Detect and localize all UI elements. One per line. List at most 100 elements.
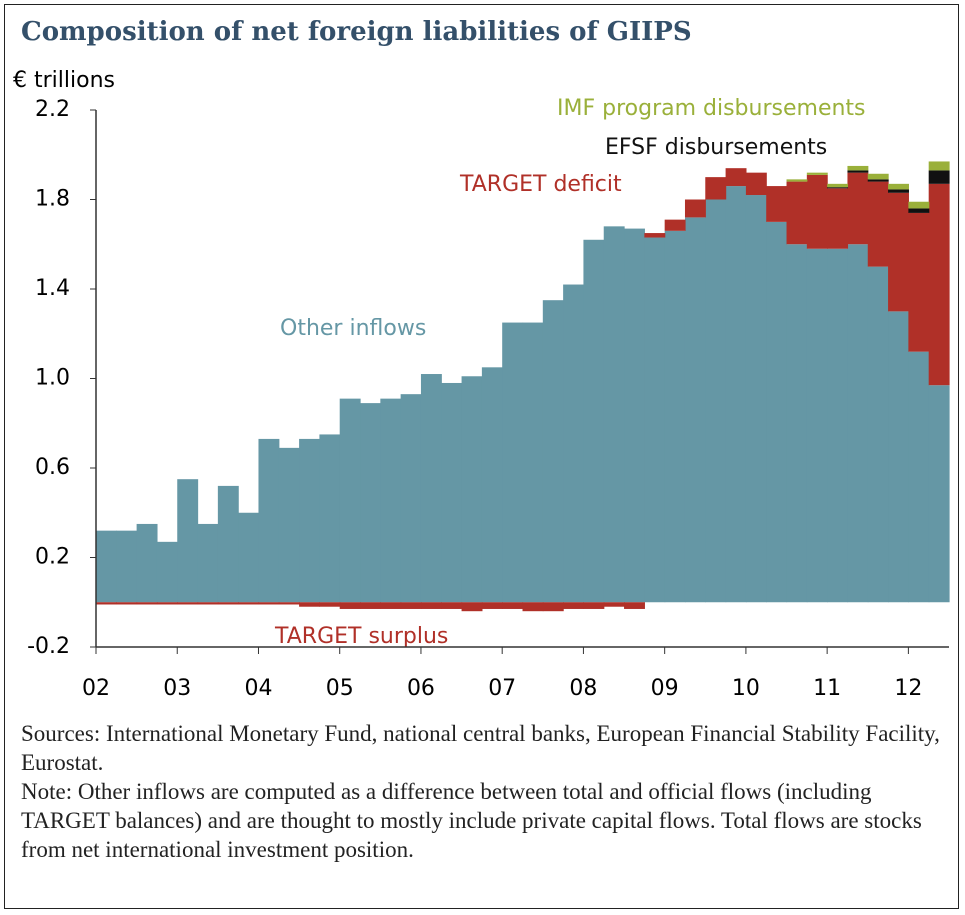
- bar-segment: [908, 212, 930, 352]
- bar-segment: [380, 398, 402, 603]
- series-label: EFSF disbursements: [605, 135, 827, 160]
- y-tick-label: 1.4: [35, 276, 70, 301]
- bar-segment: [542, 300, 564, 603]
- bar-segment: [806, 248, 828, 603]
- bar-segment: [197, 523, 219, 603]
- bar-segment: [786, 181, 808, 245]
- bar-segment: [827, 183, 849, 188]
- x-tick-label: 09: [651, 676, 679, 701]
- bar-segment: [888, 311, 909, 603]
- bar-segment: [806, 172, 828, 175]
- bar-segment: [400, 394, 422, 603]
- bar-segment: [217, 485, 239, 603]
- bar-segment: [745, 195, 767, 603]
- bar-segment: [786, 244, 808, 603]
- bar-segment: [380, 602, 402, 609]
- bar-segment: [522, 322, 544, 603]
- x-tick-label: 03: [163, 676, 191, 701]
- bar-segment: [400, 602, 422, 609]
- bar-segment: [238, 512, 260, 603]
- y-tick-label: 1.8: [35, 187, 70, 212]
- bar-segment: [461, 376, 483, 603]
- x-tick-label: 04: [244, 676, 272, 701]
- y-axis-label: € trillions: [13, 68, 115, 93]
- bar-segment: [197, 602, 219, 605]
- bar-segment: [725, 186, 747, 603]
- bar-segment: [360, 403, 381, 603]
- bar-segment: [258, 438, 280, 603]
- bar-segment: [339, 602, 361, 609]
- notes: Sources: International Monetary Fund, na…: [21, 719, 941, 864]
- bar-segment: [705, 199, 727, 603]
- bar-segment: [420, 374, 442, 603]
- bar-segment: [339, 398, 361, 603]
- bar-segment: [96, 530, 117, 603]
- bar-segment: [502, 322, 524, 603]
- bar-segment: [644, 237, 666, 603]
- bar-segment: [928, 385, 950, 603]
- bar-segment: [766, 221, 788, 603]
- bar-segment: [603, 226, 625, 603]
- x-tick-label: 10: [732, 676, 760, 701]
- bar-segment: [684, 217, 706, 603]
- x-tick-label: 12: [894, 676, 922, 701]
- bar-segment: [299, 602, 321, 607]
- x-tick-label: 02: [82, 676, 110, 701]
- bar-segment: [847, 244, 869, 603]
- bar-segment: [481, 367, 503, 603]
- bar-segment: [786, 179, 808, 182]
- bar-segment: [867, 173, 889, 180]
- bar-segment: [725, 168, 747, 187]
- bar-segment: [360, 602, 381, 609]
- y-tick-label: -0.2: [27, 634, 70, 659]
- bar-segment: [624, 228, 645, 603]
- y-tick-label: 2.2: [35, 97, 70, 122]
- bar-segment: [644, 233, 666, 238]
- bar-segment: [583, 239, 605, 603]
- bar-segment: [684, 199, 706, 218]
- series-label: TARGET deficit: [459, 172, 622, 197]
- frame: € trillions Other inflows TARGET deficit EF…: [4, 4, 959, 909]
- bar-segment: [217, 602, 239, 605]
- bar-segment: [319, 434, 341, 603]
- bar-segment: [177, 602, 199, 605]
- chart: € trillions Other inflows TARGET deficit EF…: [13, 68, 950, 701]
- bar-segment: [502, 602, 524, 609]
- bar-segment: [928, 183, 950, 386]
- bar-segment: [806, 174, 828, 249]
- bar-segment: [299, 438, 321, 603]
- y-tick-label: 1.0: [35, 366, 70, 391]
- series-label: TARGET surplus: [274, 624, 448, 649]
- x-tick-label: 06: [407, 676, 435, 701]
- bar-segment: [664, 230, 686, 603]
- note: Note: Other inflows are computed as a di…: [21, 779, 922, 862]
- bar-segment: [116, 530, 138, 603]
- bar-segment: [847, 172, 869, 245]
- bar-segment: [278, 447, 300, 603]
- bar-segment: [624, 602, 645, 609]
- x-tick-label: 08: [569, 676, 597, 701]
- bar-segment: [136, 523, 158, 603]
- bar-segment: [745, 172, 767, 196]
- bar-segment: [908, 351, 930, 603]
- y-tick-label: 0.6: [35, 455, 70, 480]
- x-tick-label: 11: [813, 676, 841, 701]
- bar-segment: [867, 181, 889, 267]
- bar-segment: [908, 208, 930, 213]
- bar-segment: [583, 602, 605, 609]
- bar-segment: [177, 479, 199, 603]
- bar-segment: [928, 170, 950, 184]
- bar-segment: [847, 170, 869, 173]
- bar-segment: [481, 602, 503, 609]
- sources: Sources: International Monetary Fund, na…: [21, 721, 940, 775]
- bar-segment: [867, 266, 889, 603]
- bar-segment: [461, 602, 483, 612]
- bar-segment: [258, 602, 280, 605]
- bar-segment: [319, 602, 341, 607]
- bar-segment: [664, 219, 686, 231]
- series-label: Other inflows: [280, 316, 426, 341]
- bar-segment: [441, 602, 463, 609]
- bar-segment: [847, 165, 869, 171]
- bar-segment: [867, 179, 889, 182]
- bar-segment: [522, 602, 544, 612]
